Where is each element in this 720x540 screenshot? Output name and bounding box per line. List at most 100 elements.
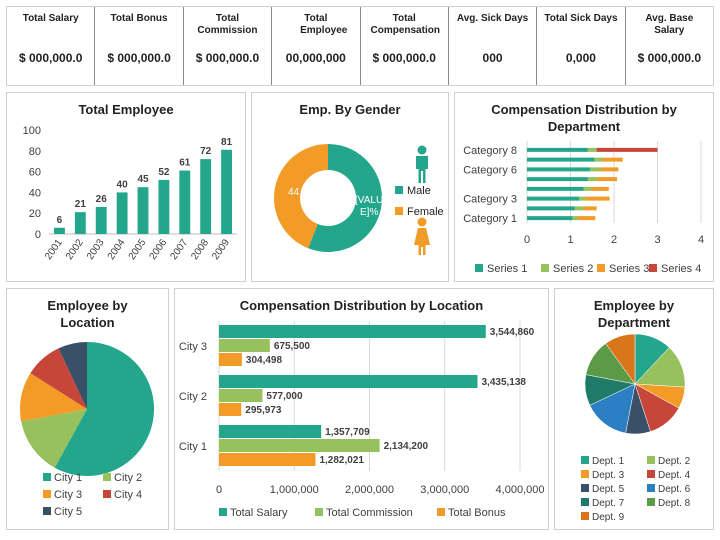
kpi-value: $ 000,000.0 — [107, 51, 171, 65]
bar-series-2 — [583, 186, 592, 191]
emp-by-department-chart: Dept. 1 Dept. 2 Dept. 3 Dept. 4 Dept. 5 Dept.… — [581, 333, 691, 523]
legend-label: Series 3 — [609, 263, 649, 275]
bar-total-salary — [219, 375, 478, 388]
slice-city-5 — [58, 342, 87, 409]
legend-label: Series 4 — [661, 263, 701, 275]
slice-city-3 — [20, 373, 87, 422]
panel-comp-by-location: Compensation Distribution by Location 0 1… — [174, 288, 549, 530]
legend-swatch — [103, 473, 111, 481]
kpi-avg-base-salary: Avg. Base Salary $ 000,000.0 — [624, 7, 713, 85]
data-label: 3,435,138 — [481, 377, 526, 388]
x-tick-label: 2 — [611, 234, 617, 246]
bar-series-3 — [591, 186, 609, 191]
legend-label: City 2 — [114, 472, 142, 484]
bar-series-1 — [527, 147, 588, 152]
bar-series-2 — [587, 147, 597, 152]
legend-swatch — [475, 264, 483, 272]
data-label: 40 — [117, 179, 129, 190]
legend-label: Total Commission — [326, 507, 413, 519]
bar-total-salary — [219, 325, 486, 338]
kpi-label: Avg. Base Salary — [645, 13, 694, 36]
chart-title: Total Employee — [78, 102, 174, 117]
legend-label: Total Salary — [230, 507, 288, 519]
kpi-label: Total Compensation — [370, 13, 440, 36]
data-label: 44 — [288, 187, 300, 198]
bar-2003 — [95, 206, 107, 234]
bar-series-1 — [527, 196, 580, 201]
data-label: E]% — [360, 207, 378, 218]
x-tick-label: 2007 — [168, 237, 190, 262]
kpi-value: 000 — [482, 51, 503, 65]
total-employee-chart: 0 20 40 60 80 100 6 2001 21 2002 26 2003 40 2004 45 200… — [23, 125, 237, 262]
kpi-total-sick-days: Total Sick Days 0,000 — [536, 7, 624, 85]
comp-by-department-chart: 0 1 2 3 4 Category 1 Category 3 Category 6 Categ… — [463, 141, 704, 275]
bar-series-3 — [577, 216, 596, 221]
legend-label: City 5 — [54, 506, 82, 518]
comp-by-location-chart: 0 1,000,000 2,000,000 3,000,000 4,000,000 Cit… — [179, 321, 545, 519]
kpi-label: Total Bonus — [110, 13, 168, 24]
data-label: 45 — [137, 174, 149, 185]
bar-total-bonus — [219, 453, 316, 466]
bar-series-1 — [527, 216, 573, 221]
kpi-value: $ 000,000.0 — [18, 51, 83, 65]
kpi-total-employee: Total Employee 00,000,000 — [271, 7, 359, 85]
bar-2002 — [74, 212, 86, 234]
kpi-value: $ 000,000.0 — [637, 51, 702, 65]
y-tick-label: 0 — [35, 229, 41, 241]
x-tick-label: 2004 — [106, 237, 128, 262]
x-tick-label: 2001 — [43, 237, 65, 262]
panel-total-employee: Total Employee 0 20 40 60 80 100 6 2001 21 2002 26… — [6, 92, 246, 282]
legend-swatch — [219, 508, 227, 516]
x-tick-label: 2005 — [127, 237, 149, 262]
legend-swatch — [395, 207, 403, 215]
x-tick-label: 3,000,000 — [420, 484, 469, 496]
bar-2007 — [179, 170, 191, 234]
data-label: [VALU — [355, 195, 383, 206]
y-tick-label: 100 — [23, 125, 41, 137]
legend-label: Series 1 — [487, 263, 527, 275]
data-label: 81 — [221, 137, 233, 148]
bar-2005 — [137, 187, 149, 234]
bar-series-2 — [587, 177, 598, 182]
y-tick-label: City 3 — [179, 341, 207, 353]
legend-label: Dept. 4 — [658, 470, 691, 481]
data-label: 26 — [96, 194, 108, 205]
bar-2008 — [200, 159, 212, 234]
kpi-value: 00,000,000 — [285, 51, 346, 65]
panel-emp-by-gender: Emp. By Gender [VALU E]% 44 Male Female — [251, 92, 449, 282]
bar-total-salary — [219, 425, 322, 438]
y-tick-label: Category 3 — [463, 194, 517, 206]
kpi-total-salary: Total Salary $ 000,000.0 — [7, 7, 94, 85]
x-tick-label: 0 — [524, 234, 530, 246]
panel-comp-by-department: Compensation Distribution by Department … — [454, 92, 714, 282]
bar-total-commission — [219, 389, 263, 402]
chart-title: Emp. By Gender — [299, 102, 401, 117]
data-label: 2,134,200 — [384, 441, 429, 452]
legend-female: Female — [395, 206, 444, 218]
legend-swatch — [581, 512, 589, 520]
legend-swatch — [437, 508, 445, 516]
y-tick-label: Category 6 — [463, 164, 517, 176]
data-label: 6 — [57, 215, 63, 226]
x-tick-label: 2006 — [148, 237, 170, 262]
y-tick-label: 60 — [29, 167, 41, 179]
kpi-value: 0,000 — [565, 51, 596, 65]
slice-male — [308, 144, 382, 252]
x-tick-label: 4 — [698, 234, 704, 246]
x-tick-label: 4,000,000 — [496, 484, 545, 496]
legend-male: Male — [395, 185, 431, 197]
legend-label: Female — [407, 206, 444, 218]
data-label: 295,973 — [245, 405, 282, 416]
legend-label: City 4 — [114, 489, 142, 501]
slice-dept-9 — [605, 333, 636, 385]
y-tick-label: Category 8 — [463, 145, 517, 157]
y-tick-label: 20 — [29, 208, 41, 220]
legend-swatch — [581, 470, 589, 478]
x-tick-label: 2,000,000 — [345, 484, 394, 496]
kpi-label: Avg. Sick Days — [456, 13, 529, 24]
kpi-label: Total Employee — [300, 13, 348, 36]
legend-swatch — [43, 490, 51, 498]
chart-title: Compensation Distribution by Location — [239, 298, 484, 313]
data-label: 52 — [158, 167, 170, 178]
bar-series-1 — [527, 206, 575, 211]
